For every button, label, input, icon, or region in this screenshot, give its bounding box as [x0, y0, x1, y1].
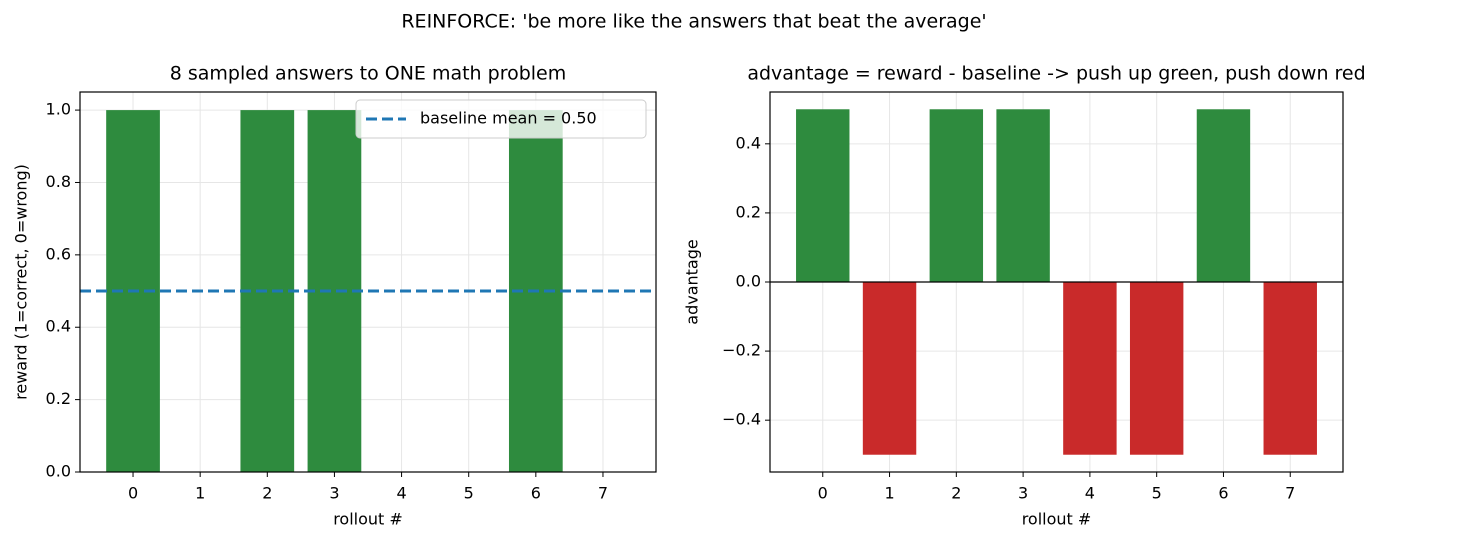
axes-title: advantage = reward - baseline -> push up…: [747, 63, 1365, 85]
x-tick-label: 3: [1018, 484, 1028, 503]
legend-box: [355, 99, 647, 139]
bar: [1196, 109, 1251, 282]
x-tick-label: 4: [396, 484, 406, 503]
y-tick-label: 0.0: [46, 462, 71, 481]
figure-title: REINFORCE: 'be more like the answers tha…: [401, 11, 986, 33]
x-tick-label: 4: [1085, 484, 1095, 503]
bar: [1063, 282, 1117, 455]
y-tick-label: 0.2: [46, 389, 71, 408]
x-tick-label: 0: [818, 484, 828, 503]
x-tick-label: 3: [329, 484, 339, 503]
axes-frame: [769, 91, 1344, 473]
x-tick-label: 7: [1285, 484, 1295, 503]
y-tick-label: −0.4: [722, 410, 761, 429]
bar: [1263, 282, 1317, 455]
bar: [862, 282, 917, 455]
y-tick-label: 0.4: [736, 133, 761, 152]
x-tick-label: 2: [951, 484, 961, 503]
y-tick-label: 0.2: [736, 202, 761, 221]
x-tick-label: 5: [464, 484, 474, 503]
x-tick-label: 0: [128, 484, 138, 503]
axes-title: 8 sampled answers to ONE math problem: [170, 63, 567, 85]
x-tick-label: 5: [1152, 484, 1162, 503]
x-tick-label: 1: [195, 484, 205, 503]
x-tick-label: 1: [884, 484, 894, 503]
bar: [1129, 282, 1184, 455]
y-tick-label: 0.8: [46, 172, 71, 191]
x-tick-label: 6: [531, 484, 541, 503]
y-axis-label: reward (1=correct, 0=wrong): [12, 164, 31, 400]
y-tick-label: 0.0: [736, 272, 761, 291]
axes-frame: [79, 91, 657, 473]
x-tick-label: 2: [262, 484, 272, 503]
x-axis-label: rollout #: [333, 510, 403, 529]
y-tick-label: 0.4: [46, 317, 71, 336]
y-tick-label: 1.0: [46, 100, 71, 119]
bar: [996, 109, 1050, 282]
legend-label: baseline mean = 0.50: [420, 109, 597, 128]
y-axis-label: advantage: [683, 239, 702, 324]
legend: baseline mean = 0.50: [355, 99, 647, 139]
x-tick-label: 6: [1218, 484, 1228, 503]
x-tick-label: 7: [598, 484, 608, 503]
y-tick-label: 0.6: [46, 244, 71, 263]
x-axis-label: rollout #: [1022, 510, 1092, 529]
y-tick-label: −0.2: [722, 341, 761, 360]
bar: [796, 109, 850, 282]
bar: [929, 109, 984, 282]
